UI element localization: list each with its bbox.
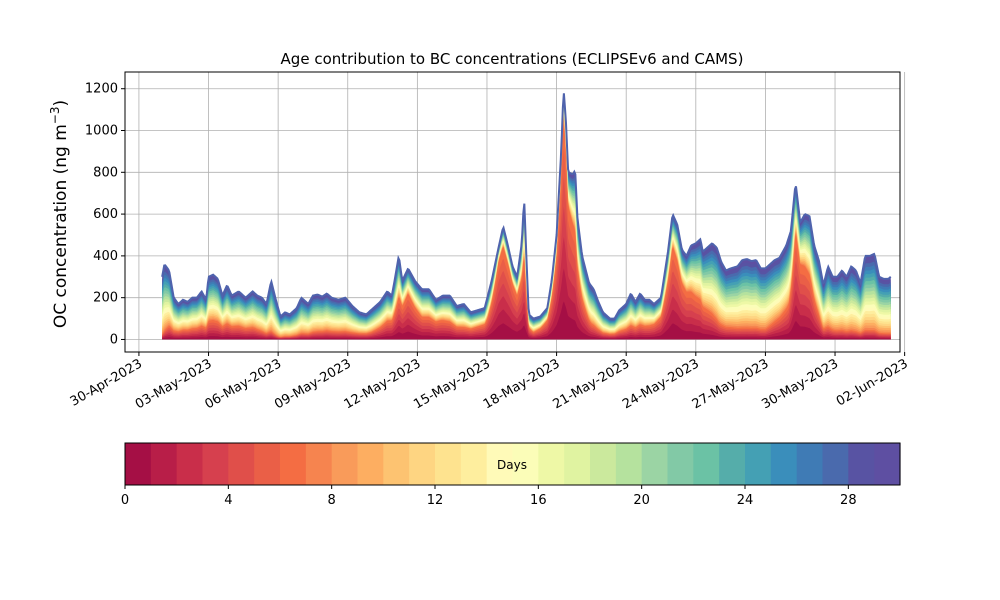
colorbar-swatch — [305, 443, 333, 485]
colorbar-tick-label: 4 — [224, 493, 232, 508]
y-tick-label: 1200 — [85, 82, 118, 97]
colorbar-tick-label: 0 — [121, 493, 129, 508]
colorbar-swatch — [202, 443, 229, 485]
x-tick-label: 03-May-2023 — [133, 356, 215, 412]
colorbar-swatch — [822, 443, 849, 485]
total-concentration-line — [161, 93, 892, 320]
colorbar-swatch — [383, 443, 410, 485]
colorbar-swatch — [460, 443, 488, 485]
colorbar-swatch — [228, 443, 255, 485]
colorbar-swatch — [150, 443, 178, 485]
colorbar-tick-label: 20 — [633, 493, 650, 508]
colorbar-swatch — [693, 443, 720, 485]
colorbar-swatch — [486, 443, 514, 485]
colorbar-swatch — [615, 443, 643, 485]
x-tick-label: 12-May-2023 — [342, 356, 424, 412]
colorbar — [124, 442, 901, 486]
colorbar-tick-label: 28 — [840, 493, 857, 508]
colorbar-swatch — [254, 443, 281, 485]
age-bin-area-day-18 — [162, 107, 891, 340]
chart-title: Age contribution to BC concentrations (E… — [281, 50, 744, 68]
y-axis-label-exponent: −3 — [48, 106, 62, 124]
age-bin-area-day-3 — [162, 206, 891, 340]
colorbar-swatch — [409, 443, 436, 485]
x-tick-label: 30-May-2023 — [759, 356, 841, 412]
y-axis-label-close: ) — [51, 100, 71, 107]
colorbar-frame — [124, 442, 901, 486]
x-tick-label: 24-May-2023 — [620, 356, 702, 412]
colorbar-swatch — [667, 443, 694, 485]
x-axis-ticks: 30-Apr-202303-May-202306-May-202309-May-… — [68, 352, 911, 412]
colorbar-swatch — [848, 443, 875, 485]
colorbar-swatch — [125, 443, 152, 485]
colorbar-tick-label: 12 — [427, 493, 444, 508]
y-axis-ticks: 0 200 400 600 800 1000 1200 — [85, 82, 125, 347]
colorbar-swatch — [538, 443, 565, 485]
colorbar-tick-label: 16 — [530, 493, 547, 508]
colorbar-swatch — [874, 443, 901, 485]
y-axis-label: OC concentration (ng m−3) — [48, 100, 71, 328]
colorbar-swatch — [590, 443, 617, 485]
colorbar-swatch — [770, 443, 798, 485]
y-axis-label-main: OC concentration (ng m — [51, 124, 71, 328]
colorbar-swatch — [331, 443, 359, 485]
age-bin-area-day-1 — [162, 268, 891, 340]
y-tick-label: 0 — [110, 332, 118, 347]
colorbar-swatch — [641, 443, 669, 485]
colorbar-swatch — [512, 443, 539, 485]
x-tick-label: 02-Jun-2023 — [834, 356, 911, 409]
colorbar-tick-label: 24 — [737, 493, 754, 508]
colorbar-swatch — [564, 443, 591, 485]
x-tick-label: 09-May-2023 — [272, 356, 354, 412]
y-tick-label: 600 — [93, 207, 118, 222]
colorbar-swatch — [357, 443, 384, 485]
colorbar-swatch — [176, 443, 204, 485]
y-tick-label: 800 — [93, 165, 118, 180]
colorbar-swatch — [719, 443, 746, 485]
colorbar-swatch — [745, 443, 772, 485]
x-tick-label: 27-May-2023 — [690, 356, 772, 412]
y-tick-label: 400 — [93, 249, 118, 264]
colorbar-ticks: 0 4 8 12 16 20 24 28 — [121, 485, 857, 508]
plot-frame — [124, 71, 901, 353]
stacked-area-layers — [162, 93, 891, 340]
colorbar-swatch — [796, 443, 824, 485]
colorbar-label: Days — [497, 458, 527, 472]
x-tick-label: 18-May-2023 — [481, 356, 563, 412]
colorbar-tick-label: 8 — [328, 493, 336, 508]
colorbar-swatch — [280, 443, 307, 485]
y-tick-label: 1000 — [85, 124, 118, 139]
y-tick-label: 200 — [93, 291, 118, 306]
x-tick-label: 06-May-2023 — [202, 356, 284, 412]
x-tick-label: 21-May-2023 — [551, 356, 633, 412]
x-tick-label: 15-May-2023 — [411, 356, 493, 412]
age-bin-area-day-2 — [162, 237, 891, 340]
colorbar-swatch — [435, 443, 462, 485]
age-bin-area-day-0 — [162, 301, 891, 340]
